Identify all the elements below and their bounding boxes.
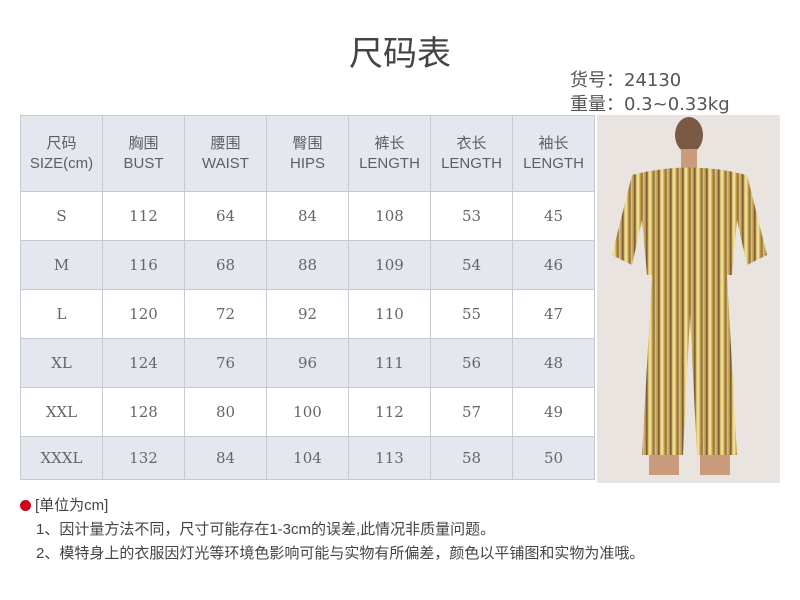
column-header: 胸围 BUST [102,115,185,192]
table-cell: XXXL [20,436,103,480]
table-cell: 111 [348,338,431,388]
table-row: XXXL 132 84 104 113 58 50 [20,436,595,480]
page-title: 尺码表 [349,34,451,74]
table-cell: 64 [184,191,267,241]
unit-note: [单位为cm] [35,497,109,514]
note-2: 2、模特身上的衣服因灯光等环境色影响可能与实物有所偏差，颜色以平铺图和实物为准哦… [36,545,645,562]
table-cell: 128 [102,387,185,437]
column-header: 腰围 WAIST [184,115,267,192]
table-cell: 72 [184,289,267,339]
table-cell: 108 [348,191,431,241]
table-cell: 76 [184,338,267,388]
table-cell: S [20,191,103,241]
table-cell: 92 [266,289,349,339]
column-header-text: WAIST [202,154,249,172]
table-cell: 84 [266,191,349,241]
table-cell: 112 [348,387,431,437]
column-header-text: 裤长 [374,134,405,152]
table-cell: 120 [102,289,185,339]
table-cell: 96 [266,338,349,388]
table-cell: 132 [102,436,185,480]
size-table: 尺码 SIZE(cm) 胸围 BUST 腰围 WAIST 臀围 HIPS 裤长 LENGTH 衣长 L… [20,115,595,480]
table-cell: 54 [430,240,513,290]
column-header-text: 袖长 [538,134,569,152]
table-cell: 56 [430,338,513,388]
table-cell: 55 [430,289,513,339]
column-header: 袖长 LENGTH [512,115,595,192]
column-header: 臀围 HIPS [266,115,349,192]
table-cell: 50 [512,436,595,480]
table-cell: 45 [512,191,595,241]
column-header-text: 衣长 [456,134,487,152]
table-cell: XXL [20,387,103,437]
table-cell: 88 [266,240,349,290]
table-cell: XL [20,338,103,388]
table-cell: 48 [512,338,595,388]
table-cell: 124 [102,338,185,388]
column-header-text: 臀围 [292,134,323,152]
table-row: M 116 68 88 109 54 46 [20,240,595,290]
column-header-text: 胸围 [128,134,159,152]
table-cell: 116 [102,240,185,290]
table-cell: M [20,240,103,290]
item-number: 货号：24130 [570,70,682,91]
table-cell: 80 [184,387,267,437]
table-cell: 104 [266,436,349,480]
model-photo [597,115,780,483]
table-cell: 49 [512,387,595,437]
column-header-text: LENGTH [441,154,502,172]
table-row: S 112 64 84 108 53 45 [20,191,595,241]
table-cell: 100 [266,387,349,437]
column-header-text: LENGTH [359,154,420,172]
column-header-text: 腰围 [210,134,241,152]
column-header-text: SIZE(cm) [29,154,94,172]
table-cell: 57 [430,387,513,437]
table-cell: 112 [102,191,185,241]
table-cell: 68 [184,240,267,290]
table-cell: L [20,289,103,339]
table-cell: 53 [430,191,513,241]
table-cell: 58 [430,436,513,480]
column-header-text: 尺码 [46,134,77,152]
table-cell: 84 [184,436,267,480]
table-row: L 120 72 92 110 55 47 [20,289,595,339]
column-header: 裤长 LENGTH [348,115,431,192]
table-cell: 46 [512,240,595,290]
bullet-icon [20,500,31,511]
item-weight: 重量：0.3~0.33kg [570,94,730,115]
column-header-text: BUST [123,154,164,172]
table-row: XXL 128 80 100 112 57 49 [20,387,595,437]
table-cell: 109 [348,240,431,290]
table-cell: 113 [348,436,431,480]
column-header: 尺码 SIZE(cm) [20,115,103,192]
table-row: XL 124 76 96 111 56 48 [20,338,595,388]
column-header: 衣长 LENGTH [430,115,513,192]
column-header-text: LENGTH [523,154,584,172]
table-cell: 110 [348,289,431,339]
column-header-text: HIPS [289,154,325,172]
notes: [单位为cm] 1、因计量方法不同，尺寸可能存在1-3cm的误差,此情况非质量问… [20,494,644,566]
note-1: 1、因计量方法不同，尺寸可能存在1-3cm的误差,此情况非质量问题。 [36,521,496,538]
table-cell: 47 [512,289,595,339]
